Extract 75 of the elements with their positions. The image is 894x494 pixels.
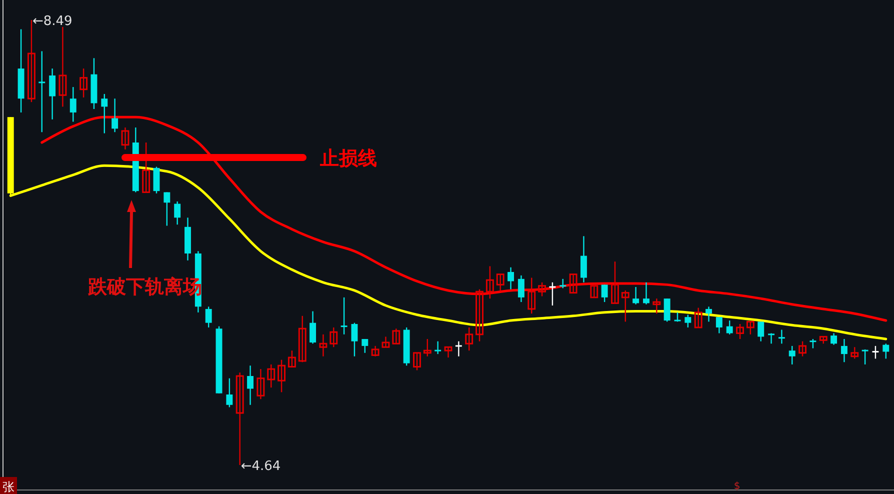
annotation: ←8.49 (32, 14, 72, 29)
candlestick (371, 345, 380, 357)
candlestick (674, 312, 682, 322)
candlestick (528, 277, 536, 314)
candlestick (861, 348, 870, 366)
candlestick (716, 316, 722, 334)
candlestick (164, 192, 170, 226)
candlestick (319, 334, 328, 357)
text: 张 (2, 480, 14, 494)
candlestick (454, 340, 463, 357)
candlestick (444, 346, 452, 358)
candlestick (101, 93, 108, 134)
candlestick (70, 86, 76, 122)
candlestick (788, 345, 796, 366)
candlestick (226, 378, 233, 408)
candlestick (694, 307, 702, 328)
candlestick (850, 346, 859, 360)
candlestick (518, 274, 524, 303)
candlestick (382, 336, 390, 348)
candlestick (830, 332, 838, 346)
candlestick (362, 338, 368, 354)
candlestick (351, 322, 358, 357)
text: $ (734, 481, 740, 492)
candlestick (538, 282, 546, 297)
candlestick (310, 310, 316, 344)
candlestick (340, 296, 348, 335)
candlestick (142, 142, 150, 193)
candlestick (434, 340, 442, 355)
candlestick (684, 314, 692, 328)
candlestick (121, 126, 130, 150)
candlestick (288, 350, 296, 368)
candlestick (580, 236, 587, 283)
candlestick (548, 282, 556, 306)
candlestick (767, 332, 776, 344)
candlestick (569, 274, 578, 294)
candlestick (664, 298, 670, 322)
candlestick (590, 285, 598, 298)
candlestick (798, 340, 807, 357)
candlestick (632, 286, 640, 305)
candlestick (808, 338, 817, 349)
candlestick (267, 364, 276, 388)
candlestick (758, 321, 764, 342)
candlestick (58, 26, 67, 108)
candlestick (871, 345, 880, 360)
candlestick (486, 266, 494, 300)
candlestick (298, 315, 306, 363)
candlestick (496, 274, 504, 292)
candlestick (621, 290, 630, 322)
candlestick (601, 284, 608, 303)
candlestick (778, 329, 786, 344)
candlestick (330, 326, 338, 348)
candlestick (205, 306, 212, 328)
candlestick (153, 166, 160, 194)
candlestick (392, 328, 400, 344)
candlestick (80, 68, 88, 98)
candlestick (465, 326, 474, 352)
candlestick (476, 288, 484, 342)
candlestick (38, 50, 46, 133)
candlestick (413, 352, 421, 371)
candlestick (610, 260, 619, 304)
candlestick (840, 338, 848, 363)
annotation: ←4.64 (240, 459, 281, 474)
candlestick (256, 368, 265, 400)
candlestick (423, 338, 432, 357)
candlestick (726, 320, 733, 335)
candlestick (278, 359, 286, 393)
candlestick (746, 320, 754, 335)
candlestick (882, 343, 890, 360)
candlestick (652, 298, 661, 314)
candlestick (174, 200, 181, 226)
candlestick (558, 278, 567, 289)
candlestick (112, 98, 118, 133)
ref-line-label: 止损线 (319, 148, 377, 170)
candlestick (49, 68, 56, 120)
candlestick (736, 323, 744, 340)
